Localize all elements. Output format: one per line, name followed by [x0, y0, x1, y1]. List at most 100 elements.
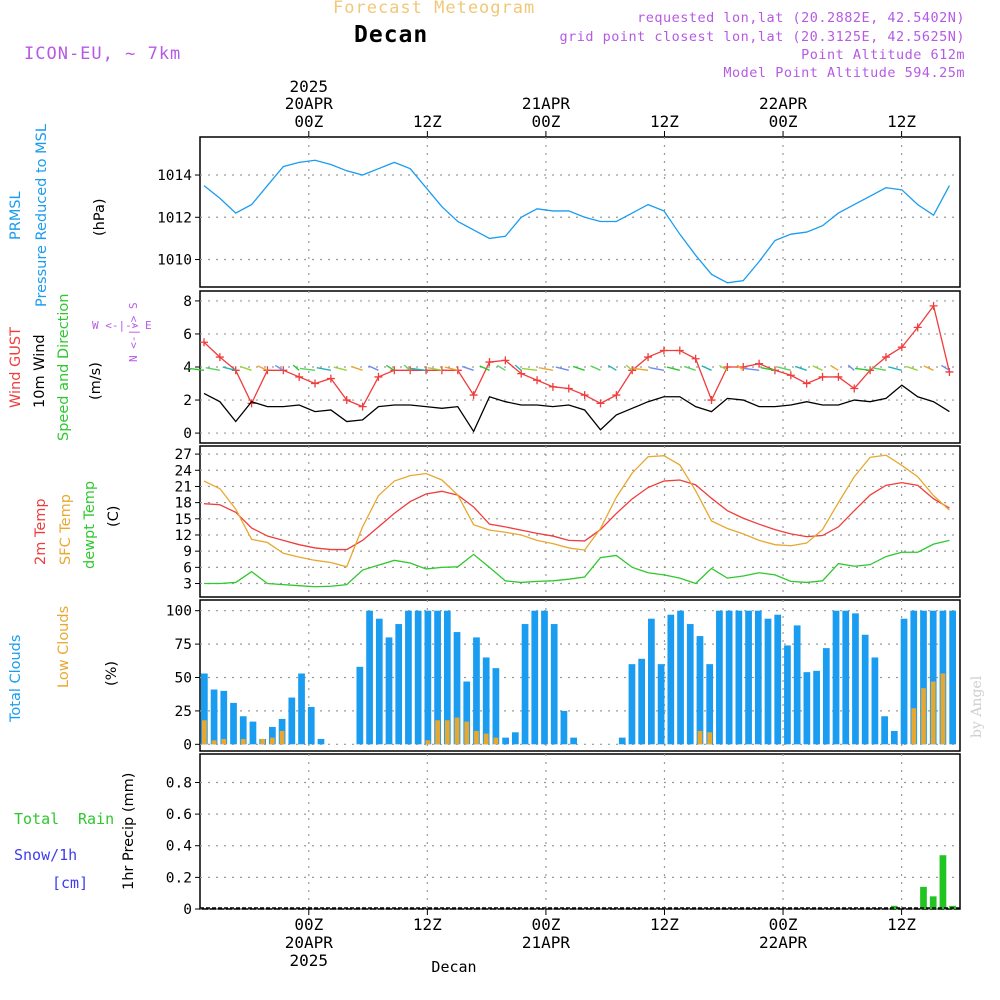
- y-tick-label: 18: [175, 496, 192, 512]
- bottom-time-label: 00Z: [769, 915, 798, 934]
- location-title: Decan: [354, 22, 429, 48]
- y-tick-label: 0.2: [166, 870, 192, 886]
- total-cloud-bar: [920, 610, 927, 745]
- low-cloud-bar: [240, 738, 246, 745]
- wind-arrow: [649, 366, 665, 371]
- total-cloud-bar: [249, 721, 257, 745]
- total-cloud-bar: [531, 610, 539, 745]
- wind-arrow: [777, 366, 791, 371]
- gust-marker: [691, 354, 700, 363]
- bottom-time-label: 12Z: [413, 915, 442, 934]
- total-cloud-bar: [317, 738, 325, 745]
- wind-arrow: [701, 365, 712, 371]
- total-cloud-bar: [725, 610, 733, 745]
- low-cloud-bar: [697, 730, 703, 745]
- total-cloud-bar: [900, 618, 908, 745]
- gust-marker: [802, 379, 811, 388]
- total-cloud-bar: [201, 673, 208, 745]
- bottom-time-label: 12Z: [650, 915, 679, 934]
- wind-arrow: [538, 366, 554, 371]
- low-cloud-bar: [464, 721, 470, 745]
- gust-marker: [215, 353, 224, 362]
- prmsl-line: [203, 159, 950, 284]
- total-cloud-bar: [463, 681, 471, 745]
- rain-label-rain: Rain: [78, 810, 115, 828]
- total-cloud-bar: [482, 657, 490, 745]
- gust-marker: [929, 301, 938, 310]
- total-cloud-bar: [269, 726, 276, 745]
- total-cloud-bar: [648, 618, 655, 745]
- total-cloud-bar: [307, 706, 315, 745]
- wind-arrow: [385, 364, 395, 371]
- point-altitude: Point Altitude 612m: [801, 47, 965, 63]
- wind-arrow: [812, 365, 823, 371]
- wind-arrow: [572, 365, 585, 371]
- wind-arrow: [350, 365, 363, 371]
- gust-marker: [200, 338, 208, 347]
- low-cloud-bar: [211, 740, 217, 745]
- total-cloud-bar: [424, 610, 432, 745]
- y-tick-label: 0.4: [166, 839, 192, 855]
- total-cloud-bar: [220, 690, 228, 745]
- total-cloud-bar: [414, 610, 422, 745]
- total-cloud-bar: [716, 610, 723, 745]
- gust-marker: [533, 376, 542, 385]
- dewpt-line: [204, 539, 950, 588]
- wind-arrow: [632, 367, 649, 371]
- y-tick-label: 1012: [157, 210, 192, 226]
- total-cloud-bar: [745, 610, 752, 745]
- low-cloud-bar: [270, 737, 275, 745]
- total-cloud-bar: [366, 610, 373, 745]
- panel-frame-3: [199, 445, 961, 598]
- bottom-time-label: 12Z: [887, 915, 916, 934]
- total-cloud-bar: [949, 610, 956, 745]
- y-tick-label: 24: [175, 463, 193, 479]
- total-cloud-bar: [628, 664, 636, 745]
- total-cloud-bar: [890, 730, 898, 745]
- total-cloud-bar: [881, 716, 888, 745]
- wind-arrow: [941, 364, 950, 371]
- wind-arrow: [905, 365, 918, 371]
- total-cloud-bar: [677, 610, 684, 745]
- total-cloud-bar: [385, 637, 393, 745]
- wind-arrow: [222, 366, 236, 371]
- y-tick-label: 6: [183, 560, 192, 576]
- bottom-year-label: 2025: [290, 951, 329, 970]
- wind-arrow: [555, 366, 569, 371]
- total-cloud-bar: [754, 610, 762, 745]
- gust-marker: [326, 374, 335, 383]
- rain-bar: [920, 886, 927, 909]
- wind-arrow: [847, 364, 855, 371]
- gust-marker: [850, 384, 859, 393]
- total-cloud-bar: [813, 670, 820, 745]
- total-cloud-bar: [453, 632, 461, 745]
- low-cloud-bar: [279, 730, 285, 745]
- y-tick-label: 1010: [157, 253, 192, 269]
- top-time-label: 00Z: [769, 112, 798, 131]
- low-cloud-bar: [707, 732, 713, 745]
- low-cloud-bar: [202, 720, 207, 745]
- y-tick-label: 8: [183, 294, 192, 310]
- wind-arrow: [257, 365, 268, 371]
- y-tick-label: 0: [183, 737, 192, 753]
- y-tick-label: 27: [175, 447, 192, 463]
- total-cloud-bar: [667, 614, 675, 745]
- y-tick-label: 21: [175, 479, 192, 495]
- total-cloud-bar: [929, 610, 937, 745]
- gust-line: [203, 304, 951, 408]
- gust-marker: [311, 379, 320, 388]
- top-year-label: 2025: [290, 77, 329, 96]
- total-cloud-bar: [706, 664, 714, 745]
- wind-arrow: [410, 367, 427, 371]
- wind-arrow: [444, 366, 458, 371]
- y-tick-label: 9: [183, 544, 192, 560]
- panel-frame-4: [199, 599, 961, 752]
- wind-arrow: [427, 366, 443, 371]
- total-cloud-bar: [570, 737, 577, 745]
- y-tick-label: 100: [166, 604, 192, 620]
- low-cloud-bar: [435, 720, 440, 745]
- y-tick-label: 0.8: [166, 775, 192, 791]
- wind-arrow: [625, 364, 633, 371]
- gust-marker: [834, 372, 843, 381]
- total-cloud-bar: [375, 618, 383, 745]
